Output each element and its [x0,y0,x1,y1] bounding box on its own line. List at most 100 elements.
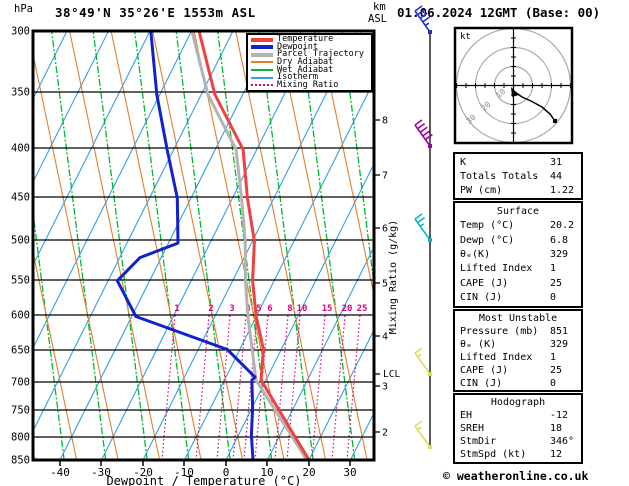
asl-unit-label: ASL [368,13,387,25]
isotherm-line [33,31,109,184]
dry-adiabat-line [33,249,78,460]
station-title: 38°49'N 35°26'E 1553m ASL [55,5,256,20]
dry-adiabat-line [235,31,327,460]
mixing-ratio-line [161,315,176,460]
mixing-ratio-label: 25 [357,304,368,314]
row-label: Lifted Index [460,263,533,275]
table-row: StmSpd (kt) 12 [455,448,581,461]
table-header: Hodograph [490,397,546,408]
isotherm-line [184,79,374,460]
mixing-ratio-line [195,315,210,460]
row-label: Totals Totals [460,170,539,182]
km-tick-label: 7 [382,171,388,182]
barb-level-dot [428,144,432,148]
isotherm-line [59,31,275,460]
isotherm-line [33,31,151,267]
isotherm-line [33,31,192,350]
barb-level-dot [428,30,432,34]
legend-label: Dry Adiabat [277,56,334,67]
mixing-ratio-label: 15 [322,304,333,314]
row-value: 329 [550,339,569,350]
hodograph-trace [514,91,556,122]
row-value: 346° [550,436,575,447]
pressure-tick-label: 600 [11,310,30,322]
info-table: Surface Temp (°C) 20.2 Dewp (°C) 6.8 θₑ(K) 329… [453,201,583,308]
barb-shaft [414,425,431,448]
pressure-tick-label: 850 [11,455,30,467]
row-value: 44 [550,170,563,182]
temp-tick-label: -40 [50,466,70,479]
barb-feather [419,12,428,19]
info-table: Hodograph EH -12 SREH 18 StmDir 346° StmSpd (kt… [453,393,583,464]
wet-adiabat-line [217,31,273,460]
legend-label: Dewpoint [277,41,318,52]
mixing-axis-title: Mixing Ratio (g/kg) [388,220,399,334]
info-table: Most Unstable Pressure (mb) 851 θₑ (K) 329 Li… [453,309,583,392]
km-tick-label: 2 [382,428,388,439]
barb-level-dot [428,372,432,376]
temp-tick-label: 10 [260,466,273,479]
pressure-tick-label: 650 [11,345,30,357]
pressure-tick-label: 450 [11,192,30,204]
row-label: StmDir [460,436,497,447]
row-value: 329 [550,248,569,260]
pressure-tick-label: 300 [11,26,30,38]
barb-level-dot [428,238,432,242]
temp-tick-label: 0 [223,466,230,479]
barb-shaft [414,352,431,375]
mixing-ratio-line [331,315,346,460]
mixing-ratio-line [286,315,301,460]
wind-barb [414,347,432,376]
table-row: PW (cm) 1.22 [455,184,581,197]
row-label: Temp (°C) [460,220,515,232]
mixing-ratio-line [311,315,326,460]
barb-half-feather [419,223,425,227]
mixing-ratio-line [346,315,361,460]
temp-tick-label: -10 [174,466,194,479]
isotherm-line [267,245,374,460]
wind-barb [414,119,433,148]
table-row: CIN (J) 0 [455,291,581,304]
row-value: 0 [550,378,557,389]
mixing-ratio-label: 2 [208,304,213,314]
legend-swatch [251,84,273,87]
legend-label: Parcel Trajectory [277,49,364,60]
row-value: 12 [550,449,563,460]
mixing-ratio-label: 3 [229,304,234,314]
row-label: PW (cm) [460,184,503,196]
legend-item: Mixing Ratio [251,80,371,89]
hodograph-border [453,26,574,145]
row-label: CIN (J) [460,378,503,389]
row-value: -12 [550,410,569,421]
wet-adiabat-line [51,31,107,460]
barb-feather [422,130,431,137]
isotherm-line [142,31,358,460]
row-label: SREH [460,423,485,434]
row-value: 31 [550,156,563,168]
row-label: Lifted Index [460,352,533,363]
pressure-tick-label: 550 [11,275,30,287]
legend-item: Wet Adiabat [251,65,371,74]
barb-feather [417,216,426,224]
legend-swatch [251,37,273,42]
x-axis-title: Dewpoint / Temperature (°C) [106,474,301,486]
legend: Temperature Dewpoint Parcel Trajectory Dry … [246,33,373,92]
legend-item: Isotherm [251,73,371,81]
row-label: StmSpd (kt) [460,449,527,460]
legend-swatch [251,45,273,50]
row-label: CAPE (J) [460,365,509,376]
km-tick-label: 3 [382,382,388,393]
dry-adiabat-line [69,31,161,460]
km-tick-label: 6 [382,224,388,235]
table-row: K 31 [455,156,581,169]
km-tick-label: 4 [382,332,388,343]
legend-item: Parcel Trajectory [251,49,371,60]
wet-adiabat-line [175,31,231,460]
barb-half-feather [417,353,422,358]
table-row: θₑ (K) 329 [455,338,581,351]
table-row: EH -12 [455,409,581,422]
mixing-ratio-label: 8 [287,304,292,314]
datetime-title: 01.06.2024 12GMT (Base: 00) [397,5,601,20]
